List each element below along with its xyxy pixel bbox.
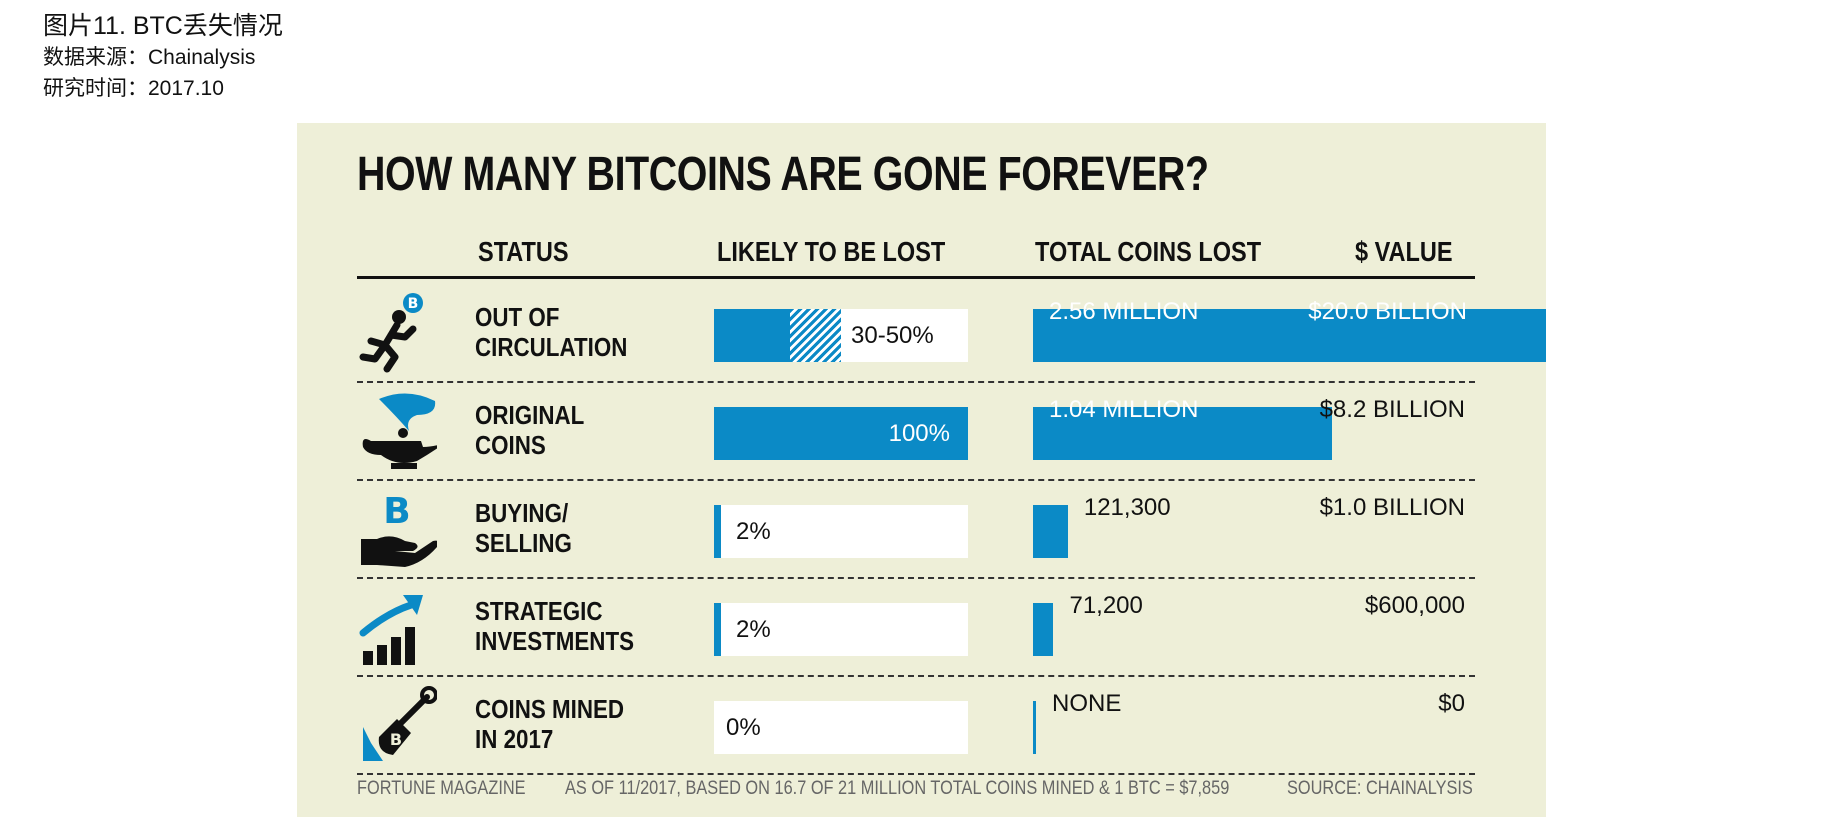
table-row: B OUT OF CIRCULATION 30-50% 2.56 MILLION $20.… (357, 285, 1546, 383)
coins-lost-bar (1033, 309, 1546, 362)
table-row: B BUYING/SELLING 2% 121,300 $1.0 BILLION (357, 481, 1475, 579)
coins-lost-bar (1033, 407, 1332, 460)
dollar-value-label: $0 (1438, 690, 1465, 717)
column-header-total-coins-lost: TOTAL COINS LOST (1035, 236, 1262, 267)
status-line-2: COINS (475, 430, 546, 460)
table-row: STRATEGIC INVESTMENTS 2% 71,200 $600,000 (357, 579, 1475, 677)
svg-text:B: B (390, 730, 402, 749)
likely-lost-bar (714, 407, 968, 460)
likely-lost-label: 2% (736, 518, 771, 545)
coins-lost-label: 121,300 (1083, 494, 1171, 521)
status-line-2: INVESTMENTS (475, 626, 635, 656)
row-divider (357, 773, 1475, 775)
genie-lamp-icon (362, 393, 437, 469)
coins-lost-label: NONE (1052, 690, 1122, 717)
likely-lost-track: 100% (714, 407, 968, 460)
likely-lost-track: 30-50% (714, 309, 968, 362)
status-label-buying-selling: BUYING/SELLING (475, 498, 572, 558)
header-rule (357, 276, 1475, 279)
infographic-title: HOW MANY BITCOINS ARE GONE FOREVER? (357, 148, 1209, 201)
likely-lost-bar (714, 309, 791, 362)
figure-caption: 图片11. BTC丢失情况 数据来源：Chainalysis 研究时间：2017… (43, 10, 283, 104)
row-divider (357, 479, 1475, 481)
status-line-2: IN 2017 (475, 724, 554, 754)
coins-lost-bar (1033, 603, 1054, 656)
status-line-1: COINS MINED (475, 694, 625, 724)
coins-lost-label: 1.04 MILLION (1049, 396, 1199, 423)
status-line-2: CIRCULATION (475, 332, 628, 362)
status-label-out-of-circulation: OUT OF CIRCULATION (475, 302, 627, 362)
table-row: ORIGINAL COINS 100% 1.04 MILLION $8.2 BILLIO… (357, 383, 1475, 481)
status-label-original-coins: ORIGINAL COINS (475, 400, 584, 460)
coins-lost-label: 2.56 MILLION (1049, 298, 1199, 325)
status-label-strategic-investments: STRATEGIC INVESTMENTS (475, 596, 634, 656)
likely-lost-track: 0% (714, 701, 968, 754)
likely-lost-label: 2% (736, 616, 771, 643)
status-line-2: SELLING (475, 528, 572, 558)
column-header-likely-to-be-lost: LIKELY TO BE LOST (717, 236, 946, 267)
status-line-1: BUYING/ (475, 498, 569, 528)
column-header-dollar-value: $ VALUE (1355, 236, 1453, 267)
footer-publisher: FORTUNE MAGAZINE (357, 778, 526, 799)
dollar-value-label: $8.2 BILLION (1319, 396, 1465, 423)
coins-lost-bar (1033, 505, 1068, 558)
data-source: 数据来源：Chainalysis (43, 46, 256, 69)
research-time: 研究时间：2017.10 (43, 77, 224, 100)
status-label-coins-mined-in-2017: COINS MINED IN 2017 (475, 694, 624, 754)
bitcoin-lost-infographic: HOW MANY BITCOINS ARE GONE FOREVER? STAT… (297, 123, 1546, 817)
column-header-status: STATUS (478, 236, 569, 267)
likely-lost-label: 30-50% (851, 322, 934, 349)
dollar-value-label: $1.0 BILLION (1319, 494, 1465, 521)
svg-text:B: B (383, 491, 410, 532)
status-line-1: ORIGINAL (475, 400, 585, 430)
footer-note: AS OF 11/2017, BASED ON 16.7 OF 21 MILLI… (565, 778, 1230, 799)
likely-lost-track: 2% (714, 603, 968, 656)
figure-title: 图片11. BTC丢失情况 (43, 12, 283, 40)
status-line-1: STRATEGIC (475, 596, 603, 626)
footer-source: SOURCE: CHAINALYSIS (1287, 778, 1473, 799)
row-divider (357, 577, 1475, 579)
row-divider (357, 381, 1475, 383)
dollar-value-label: $20.0 BILLION (1308, 298, 1467, 325)
dollar-value-label: $600,000 (1364, 592, 1465, 619)
likely-lost-track: 2% (714, 505, 968, 558)
likely-lost-range-hatch (790, 309, 841, 362)
likely-lost-label: 100% (888, 420, 950, 447)
likely-lost-label: 0% (726, 714, 761, 741)
likely-lost-bar (714, 505, 721, 558)
status-line-1: OUT OF (475, 302, 560, 332)
growth-chart-icon (359, 595, 423, 665)
svg-text:B: B (408, 296, 419, 312)
row-divider (357, 675, 1475, 677)
coins-lost-bar (1033, 701, 1036, 754)
shovel-bitcoin-icon: B (363, 686, 437, 761)
running-man-bitcoin-icon: B (359, 293, 423, 373)
likely-lost-bar (714, 603, 721, 656)
coins-lost-label: 71,200 (1069, 592, 1143, 619)
hand-bitcoin-icon: B (361, 491, 437, 567)
table-row: B COINS MINED IN 2017 0% NONE $0 (357, 677, 1475, 775)
